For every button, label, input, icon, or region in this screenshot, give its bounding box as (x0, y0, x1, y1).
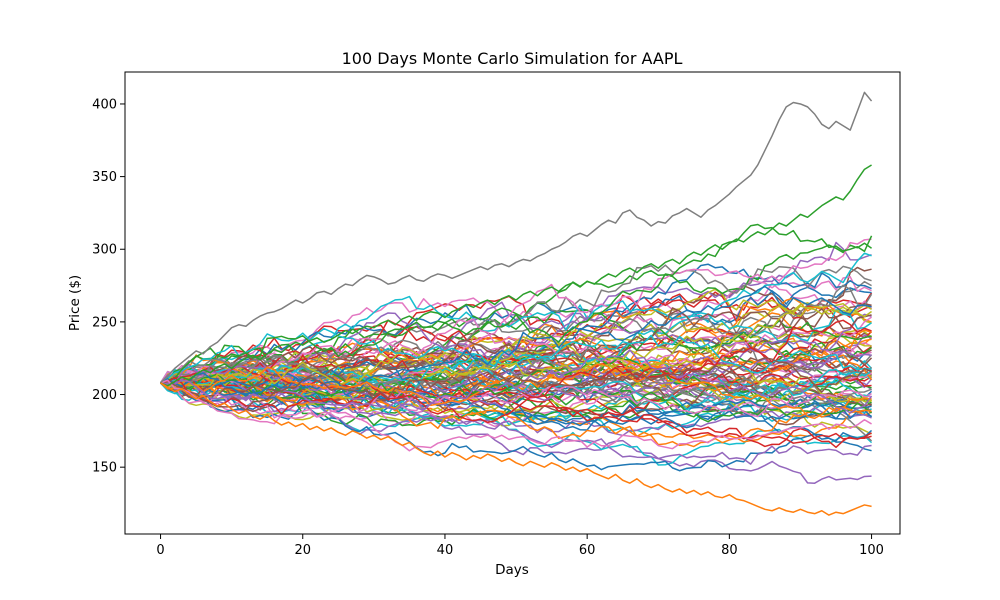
simulation-line (160, 327, 872, 384)
x-tick-label: 40 (437, 543, 454, 558)
x-tick-label: 60 (579, 543, 596, 558)
simulation-line (160, 336, 872, 403)
simulation-line (160, 349, 873, 414)
simulation-line (160, 376, 872, 472)
simulation-line (160, 350, 872, 411)
y-tick-label: 200 (92, 388, 117, 403)
simulation-line (160, 309, 872, 388)
simulation-line (160, 316, 872, 389)
simulation-line (160, 305, 872, 387)
x-tick-label: 100 (859, 543, 884, 558)
simulation-line (160, 357, 872, 411)
simulation-line (160, 372, 872, 411)
simulation-line (160, 351, 873, 416)
simulation-line (160, 164, 872, 387)
simulation-line (159, 312, 872, 384)
simulation-line (160, 307, 872, 399)
simulation-line (160, 373, 873, 423)
simulation-line (160, 280, 872, 384)
x-tick-label: 20 (294, 543, 311, 558)
ticks-layer: 0 20 40 60 80 100 150 200 250 300 350 400 (92, 97, 884, 558)
simulation-line (160, 382, 872, 448)
y-tick-label: 400 (92, 97, 117, 112)
simulation-line (160, 382, 872, 516)
simulation-line (160, 381, 872, 419)
simulation-line (160, 375, 873, 442)
simulation-line (160, 381, 872, 465)
y-tick-label: 350 (92, 170, 117, 185)
simulation-line (160, 379, 872, 452)
y-tick-label: 250 (92, 315, 117, 330)
x-axis-label: Days (495, 562, 529, 578)
simulation-line (160, 285, 872, 396)
series-layer (159, 91, 873, 516)
y-tick-label: 150 (92, 461, 117, 476)
chart-title: 100 Days Monte Carlo Simulation for AAPL (342, 49, 683, 68)
simulation-line (160, 319, 872, 424)
y-tick-label: 300 (92, 243, 117, 258)
y-axis-label: Price ($) (67, 275, 83, 331)
plot-frame (124, 71, 901, 535)
simulation-line (160, 91, 873, 384)
simulation-line (160, 356, 872, 400)
simulation-line (160, 223, 873, 384)
x-tick-label: 0 (156, 543, 164, 558)
simulation-line (160, 355, 872, 403)
x-tick-label: 80 (721, 543, 738, 558)
